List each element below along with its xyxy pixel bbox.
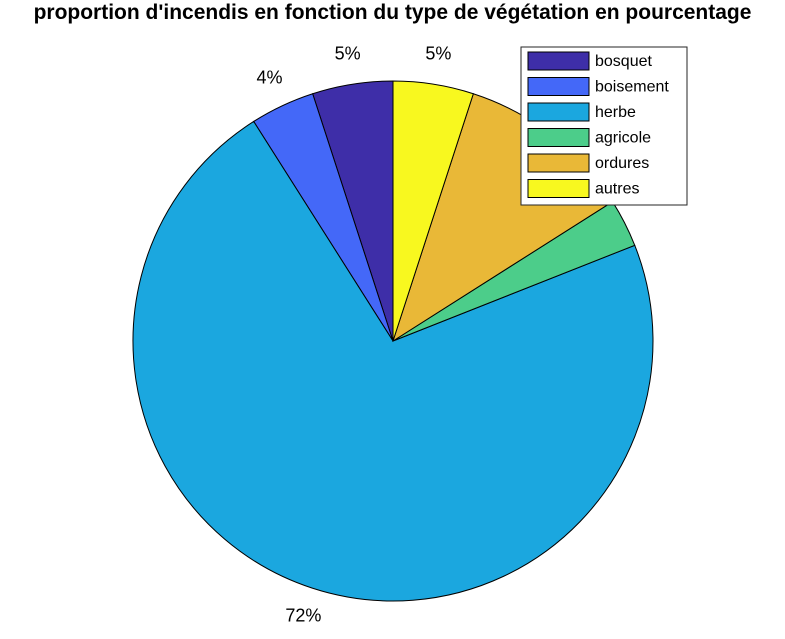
legend-label-autres: autres — [595, 181, 639, 198]
pie-slice-herbe — [132, 120, 654, 602]
legend-swatch-autres — [527, 179, 590, 198]
pie-slice-autres — [392, 80, 474, 342]
legend-swatch-bosquet — [527, 51, 590, 71]
legend-label-herbe: herbe — [595, 104, 636, 121]
legend-swatch-agricole — [527, 128, 590, 147]
pie-label-bosquet: 5% — [335, 43, 361, 63]
legend-label-ordures: ordures — [595, 155, 649, 172]
legend-label-bosquet: bosquet — [595, 53, 652, 70]
pie-label-boisement: 4% — [256, 67, 282, 87]
legend-swatch-herbe — [527, 102, 590, 122]
legend-label-agricole: agricole — [595, 130, 651, 147]
chart-title: proportion d'incendis en fonction du typ… — [33, 1, 752, 24]
legend-swatch-boisement — [527, 77, 590, 96]
pie-label-autres: 5% — [425, 43, 451, 63]
pie-labels: 5% 4% 72% 5% — [256, 43, 451, 625]
legend-box — [520, 46, 688, 206]
legend-label-boisement: boisement — [595, 79, 669, 96]
legend: bosquet boisement herbe agricole ordures autr… — [520, 46, 688, 206]
pie-label-herbe: 72% — [285, 606, 321, 626]
pie-slices — [132, 80, 654, 602]
legend-swatch-ordures — [527, 153, 590, 173]
